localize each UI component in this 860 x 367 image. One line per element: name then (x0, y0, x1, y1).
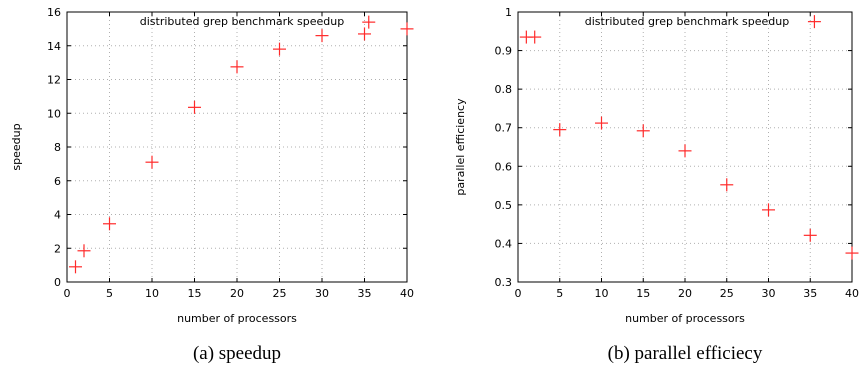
y-axis-label: parallel efficiency (454, 98, 467, 196)
data-point (636, 124, 650, 138)
subfigure-caption: (a) speedup (193, 343, 281, 364)
data-point (77, 244, 91, 258)
x-axis-label: number of processors (177, 312, 297, 325)
data-point (720, 178, 734, 192)
x-tick-label: 0 (515, 287, 522, 300)
x-tick-label: 30 (315, 287, 329, 300)
parallel-efficiency-chart: 0 5 10 15 20 25 30 35 40 0.3 0.4 0.5 0.6 0.7 0.8 0.9 1 nu… (454, 6, 859, 364)
gridlines (67, 12, 407, 282)
x-tick-label: 0 (64, 287, 71, 300)
data-point (803, 228, 817, 242)
data-point (807, 15, 821, 29)
y-tick-label: 16 (47, 6, 61, 19)
x-tick-label: 15 (188, 287, 202, 300)
data-point (145, 155, 159, 169)
y-tick-label: 0 (54, 276, 61, 289)
data-point (315, 29, 329, 43)
data-point (845, 246, 859, 260)
y-tick-label: 6 (54, 175, 61, 188)
speedup-chart: 0 5 10 15 20 25 30 35 40 0 2 4 6 8 10 12 14 16 number of p… (10, 6, 414, 364)
x-tick-label: 10 (595, 287, 609, 300)
data-point (69, 260, 82, 274)
data-point (230, 60, 244, 74)
x-tick-label: 30 (762, 287, 776, 300)
y-tick-label: 0.7 (495, 122, 513, 135)
gridlines (518, 12, 852, 282)
x-tick-label: 25 (273, 287, 287, 300)
legend-label: distributed grep benchmark speedup (585, 15, 789, 28)
data-point (762, 203, 775, 217)
y-axis-label: speedup (10, 123, 23, 170)
x-tick-label: 35 (803, 287, 817, 300)
data-point (358, 27, 371, 41)
x-tick-label: 5 (556, 287, 563, 300)
x-tick-label: 15 (636, 287, 650, 300)
data-point (678, 144, 692, 158)
x-tick-label: 5 (106, 287, 113, 300)
x-tick-label: 20 (230, 287, 244, 300)
legend-label: distributed grep benchmark speedup (140, 15, 344, 28)
y-tick-label: 0.9 (495, 45, 513, 58)
y-tick-label: 0.6 (495, 160, 513, 173)
x-tick-label: 35 (358, 287, 372, 300)
data-point (553, 123, 567, 137)
y-tick-label: 2 (54, 242, 61, 255)
x-tick-label: 40 (400, 287, 414, 300)
y-tick-label: 14 (47, 40, 61, 53)
y-tick-label: 8 (54, 141, 61, 154)
data-point (400, 22, 414, 36)
y-tick-label: 12 (47, 74, 61, 87)
y-tick-label: 0.3 (495, 276, 513, 289)
y-tick-label: 0.4 (495, 237, 513, 250)
data-point (273, 42, 286, 56)
x-tick-label: 25 (720, 287, 734, 300)
y-tick-label: 10 (47, 107, 61, 120)
data-point (103, 217, 116, 231)
y-tick-label: 1 (505, 6, 512, 19)
subfigure-caption: (b) parallel efficiecy (608, 343, 763, 364)
data-point (595, 116, 608, 130)
x-axis-label: number of processors (625, 312, 745, 325)
x-tick-label: 40 (845, 287, 859, 300)
x-tick-label: 10 (145, 287, 159, 300)
data-point (188, 100, 201, 114)
data-point (362, 15, 376, 29)
y-tick-label: 0.5 (495, 199, 513, 212)
y-tick-label: 0.8 (495, 83, 513, 96)
data-point (528, 30, 542, 44)
y-tick-label: 4 (54, 209, 61, 222)
x-tick-label: 20 (678, 287, 692, 300)
